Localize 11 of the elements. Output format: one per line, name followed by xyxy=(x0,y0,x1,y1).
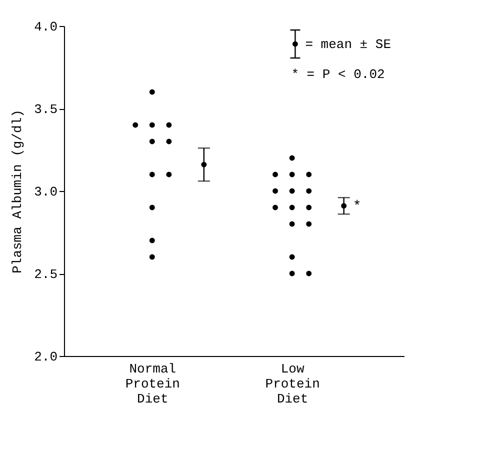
annotation: * = P < 0.02 xyxy=(291,67,385,82)
y-tick-label: 2.5 xyxy=(34,267,58,282)
y-tick-label: 4.0 xyxy=(34,20,58,34)
y-tick-label: 3.0 xyxy=(34,184,58,200)
x-tick-label: Low Protein Diet xyxy=(265,362,320,406)
x-tick-label: Normal Protein Diet xyxy=(125,362,180,406)
y-tick-label: 2.0 xyxy=(34,350,58,364)
y-axis-title: Plasma Albumin (g/dl) xyxy=(10,110,26,274)
legend-label: = mean ± SE xyxy=(305,37,392,52)
y-tick-label: 3.5 xyxy=(34,102,58,117)
annotation: * xyxy=(352,198,362,215)
